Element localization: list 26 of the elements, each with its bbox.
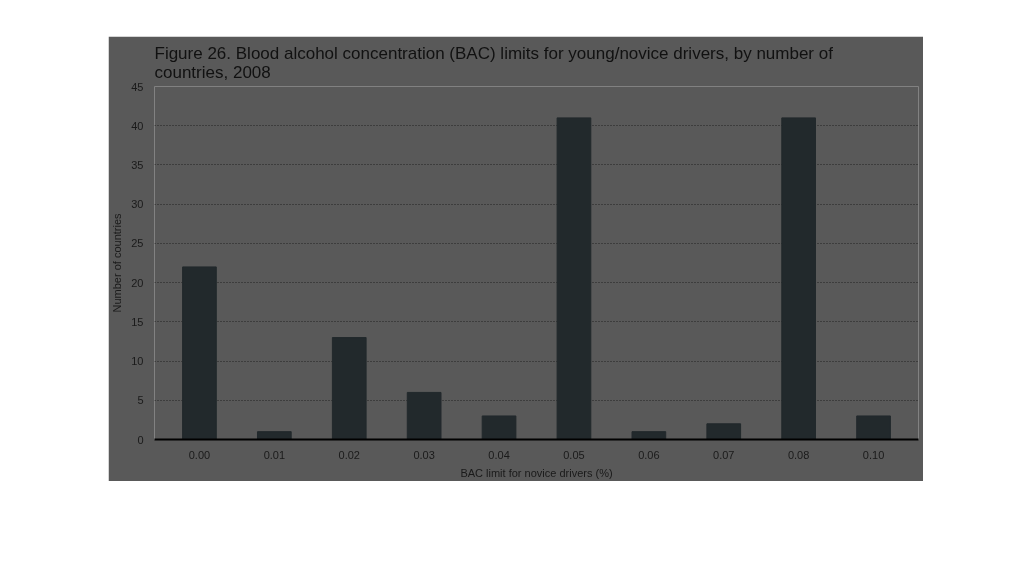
x-tick-label: 0.08 bbox=[787, 448, 810, 461]
y-tick-label: 45 bbox=[131, 80, 144, 93]
x-axis-title: BAC limit for novice drivers (%) bbox=[460, 466, 613, 479]
x-tick-label: 0.04 bbox=[488, 448, 510, 461]
y-tick-label: 5 bbox=[137, 394, 144, 407]
y-tick-label: 30 bbox=[131, 198, 144, 211]
x-tick-label: 0.05 bbox=[563, 448, 585, 461]
y-tick-label: 25 bbox=[131, 237, 144, 250]
y-tick-label: 15 bbox=[131, 315, 144, 328]
y-tick-label: 35 bbox=[131, 158, 144, 171]
x-tick-label: 0.06 bbox=[638, 448, 660, 461]
bar bbox=[856, 415, 891, 440]
y-tick-label: 20 bbox=[131, 276, 144, 289]
x-tick-label: 0.10 bbox=[862, 448, 885, 461]
y-tick-label: 40 bbox=[131, 119, 144, 132]
y-tick-label: 10 bbox=[131, 355, 144, 368]
x-tick-label: 0.01 bbox=[263, 448, 286, 461]
x-tick-label: 0.02 bbox=[338, 448, 360, 461]
x-tick-label: 0.03 bbox=[413, 448, 435, 461]
bar bbox=[481, 415, 517, 440]
bar bbox=[706, 423, 742, 440]
y-axis-title: Number of countries bbox=[111, 212, 124, 313]
bar bbox=[631, 431, 667, 440]
bar bbox=[256, 431, 292, 440]
y-tick-label: 0 bbox=[137, 433, 144, 446]
chart-title: Figure 26. Blood alcohol concentration (BAC) limits for young/novice drivers, by number of countries, 2008 bbox=[154, 43, 834, 82]
